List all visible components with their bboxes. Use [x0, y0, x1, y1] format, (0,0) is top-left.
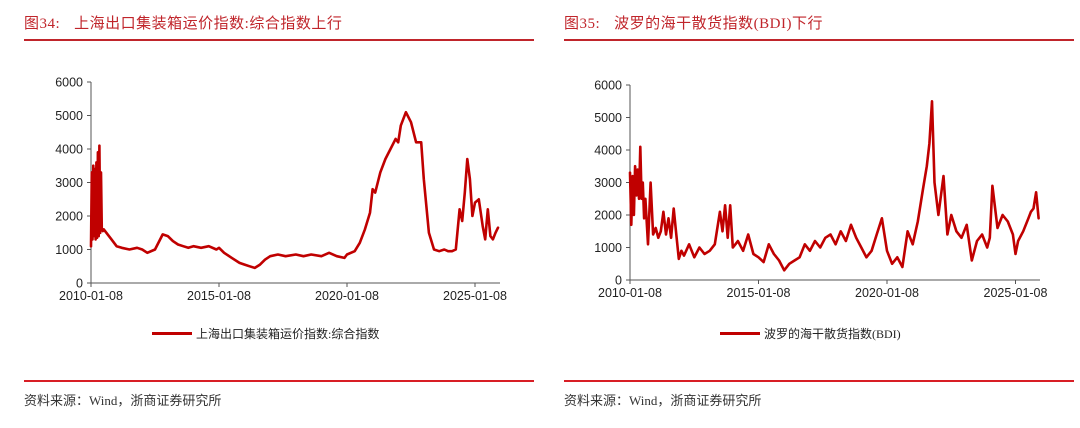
source-divider: [24, 380, 534, 382]
y-tick-label: 0: [615, 274, 622, 288]
y-tick-label: 0: [76, 277, 83, 291]
figure-34-source: 资料来源：Wind，浙商证券研究所: [24, 393, 222, 408]
y-tick-label: 1000: [594, 241, 622, 255]
figure-34-title: 图34: 上海出口集装箱运价指数:综合指数上行: [24, 12, 342, 33]
y-tick-label: 3000: [55, 176, 83, 190]
y-tick-label: 5000: [55, 109, 83, 123]
title-divider: [24, 39, 534, 41]
y-tick-label: 2000: [594, 209, 622, 223]
figure-34-number: 图34:: [24, 16, 61, 32]
figure-34-title-text: 上海出口集装箱运价指数:综合指数上行: [74, 16, 343, 32]
legend-label: 波罗的海干散货指数(BDI): [764, 327, 901, 341]
figure-34-panel: 图34: 上海出口集装箱运价指数:综合指数上行 0 1000 2000 3000 4000…: [24, 0, 534, 428]
x-tick-label: 2020-01-08: [855, 286, 919, 300]
figure-35-number: 图35:: [564, 16, 601, 32]
scfi-line-chart: 0 1000 2000 3000 4000 5000 6000 2010-01-08 2015-…: [55, 76, 507, 304]
x-tick-label: 2015-01-08: [727, 286, 791, 300]
y-tick-label: 4000: [594, 144, 622, 158]
figure-34-legend: 上海出口集装箱运价指数:综合指数: [152, 325, 379, 342]
figure-35-panel: 图35: 波罗的海干散货指数(BDI)下行 0 1000 2000 3000 4000 50…: [564, 0, 1074, 428]
y-tick-label: 5000: [594, 111, 622, 125]
y-tick-label: 2000: [55, 210, 83, 224]
legend-line-swatch: [720, 332, 760, 335]
x-tick-label: 2025-01-08: [443, 289, 507, 303]
series-line: [89, 110, 500, 270]
series-line: [628, 99, 1040, 272]
figure-35-legend: 波罗的海干散货指数(BDI): [720, 325, 901, 342]
figure-35-source: 资料来源：Wind，浙商证券研究所: [564, 393, 762, 408]
y-tick-label: 6000: [594, 79, 622, 93]
y-tick-label: 4000: [55, 143, 83, 157]
legend-label: 上海出口集装箱运价指数:综合指数: [196, 327, 380, 341]
x-tick-label: 2020-01-08: [315, 289, 379, 303]
y-tick-label: 1000: [55, 243, 83, 257]
y-tick-label: 6000: [55, 76, 83, 90]
source-divider: [564, 380, 1074, 382]
legend-line-swatch: [152, 332, 192, 335]
figure-35-title-text: 波罗的海干散货指数(BDI)下行: [614, 16, 823, 32]
x-tick-label: 2025-01-08: [984, 286, 1048, 300]
figure-35-title: 图35: 波罗的海干散货指数(BDI)下行: [564, 12, 823, 33]
y-tick-label: 3000: [594, 176, 622, 190]
bdi-line-chart: 0 1000 2000 3000 4000 5000 6000 2010-01-08 2015-…: [594, 79, 1048, 301]
x-tick-label: 2015-01-08: [187, 289, 251, 303]
x-tick-label: 2010-01-08: [598, 286, 662, 300]
title-divider: [564, 39, 1074, 41]
x-tick-label: 2010-01-08: [59, 289, 123, 303]
